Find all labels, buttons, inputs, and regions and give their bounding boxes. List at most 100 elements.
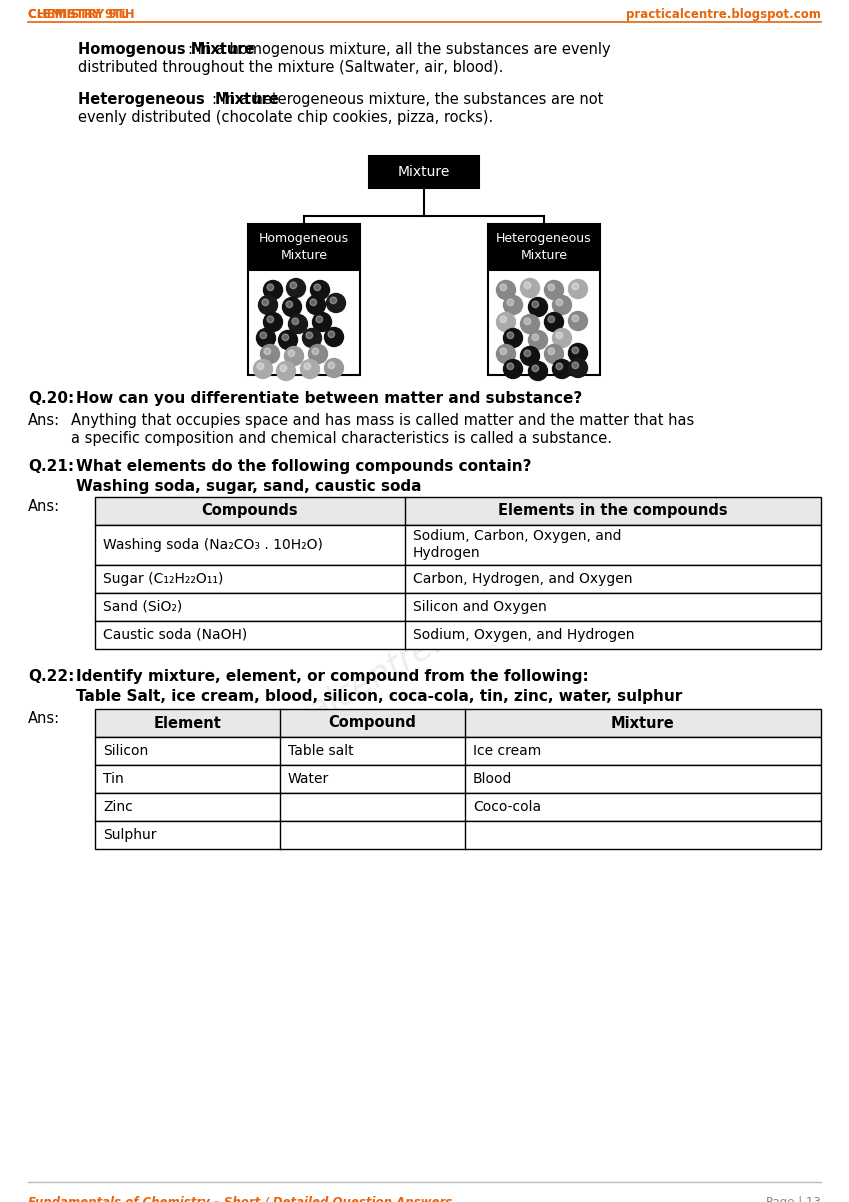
Circle shape — [544, 280, 564, 299]
Circle shape — [532, 365, 538, 371]
Circle shape — [327, 293, 346, 313]
Circle shape — [304, 363, 311, 370]
Circle shape — [507, 332, 514, 339]
Circle shape — [261, 345, 279, 363]
Circle shape — [497, 345, 515, 363]
Text: Blood: Blood — [473, 772, 513, 786]
Circle shape — [503, 359, 522, 379]
Text: Anything that occupies space and has mass is called matter and the matter that h: Anything that occupies space and has mas… — [71, 413, 694, 428]
Circle shape — [324, 327, 344, 346]
Text: Sulphur: Sulphur — [103, 828, 156, 841]
Text: practicalcentre.blogspot.com: practicalcentre.blogspot.com — [205, 513, 644, 786]
Circle shape — [310, 299, 317, 305]
Text: Element: Element — [154, 715, 222, 731]
Circle shape — [553, 359, 571, 379]
Circle shape — [264, 349, 271, 355]
Circle shape — [314, 284, 321, 291]
Text: Q.20:: Q.20: — [28, 391, 74, 406]
Circle shape — [286, 300, 293, 308]
Circle shape — [569, 344, 588, 363]
Text: Mixture: Mixture — [611, 715, 675, 731]
Circle shape — [548, 349, 554, 355]
Circle shape — [548, 316, 554, 322]
Text: Elements in the compounds: Elements in the compounds — [498, 504, 728, 518]
Text: Ans:: Ans: — [28, 712, 60, 726]
Circle shape — [497, 280, 515, 299]
Text: Compounds: Compounds — [202, 504, 298, 518]
Text: Homogenous Mixture: Homogenous Mixture — [78, 42, 255, 56]
Circle shape — [311, 280, 329, 299]
Circle shape — [569, 311, 588, 331]
Circle shape — [286, 279, 306, 298]
Circle shape — [306, 296, 325, 315]
FancyBboxPatch shape — [95, 709, 821, 737]
Circle shape — [569, 358, 588, 377]
Circle shape — [520, 315, 539, 333]
Circle shape — [556, 299, 563, 305]
Circle shape — [289, 315, 307, 333]
Circle shape — [556, 332, 563, 339]
Circle shape — [308, 345, 328, 363]
Circle shape — [263, 280, 283, 299]
Circle shape — [328, 331, 335, 338]
Circle shape — [277, 362, 295, 381]
FancyBboxPatch shape — [95, 793, 821, 821]
Text: Water: Water — [288, 772, 329, 786]
Text: a specific composition and chemical characteristics is called a substance.: a specific composition and chemical char… — [71, 432, 612, 446]
Text: evenly distributed (chocolate chip cookies, pizza, rocks).: evenly distributed (chocolate chip cooki… — [78, 111, 493, 125]
Text: CHEMISTRY 9TH: CHEMISTRY 9TH — [28, 8, 135, 20]
Circle shape — [263, 313, 283, 332]
Circle shape — [280, 365, 287, 371]
FancyBboxPatch shape — [248, 270, 360, 375]
Text: : In a homogenous mixture, all the substances are evenly: : In a homogenous mixture, all the subst… — [188, 42, 610, 56]
Circle shape — [572, 362, 579, 369]
Text: What elements do the following compounds contain?: What elements do the following compounds… — [76, 459, 531, 474]
Circle shape — [524, 350, 531, 357]
Circle shape — [548, 284, 554, 291]
Circle shape — [507, 363, 514, 370]
Text: Heterogeneous
Mixture: Heterogeneous Mixture — [496, 232, 592, 262]
Text: Mixture: Mixture — [398, 165, 450, 179]
Circle shape — [553, 328, 571, 347]
Text: Hydrogen: Hydrogen — [413, 546, 481, 560]
Circle shape — [528, 331, 548, 350]
Circle shape — [572, 347, 579, 353]
Circle shape — [267, 284, 273, 291]
Circle shape — [572, 282, 579, 290]
Text: Q.21:: Q.21: — [28, 459, 74, 474]
Text: Fundamentals of Chemistry – Short / Detailed Question Answers: Fundamentals of Chemistry – Short / Deta… — [28, 1196, 453, 1202]
Circle shape — [507, 299, 514, 305]
Circle shape — [256, 328, 275, 347]
Text: Table Salt, ice cream, blood, silicon, coca-cola, tin, zinc, water, sulphur: Table Salt, ice cream, blood, silicon, c… — [76, 689, 683, 704]
Text: Washing soda (Na₂CO₃ . 10H₂O): Washing soda (Na₂CO₃ . 10H₂O) — [103, 538, 323, 552]
Text: Identify mixture, element, or compound from the following:: Identify mixture, element, or compound f… — [76, 670, 588, 684]
Text: Homogeneous
Mixture: Homogeneous Mixture — [259, 232, 349, 262]
Circle shape — [292, 319, 299, 325]
Text: Sand (SiO₂): Sand (SiO₂) — [103, 600, 183, 614]
Circle shape — [524, 282, 531, 288]
Circle shape — [260, 332, 267, 339]
Circle shape — [316, 316, 323, 322]
Circle shape — [528, 362, 548, 381]
Circle shape — [290, 282, 296, 288]
FancyBboxPatch shape — [95, 593, 821, 621]
Text: Ans:: Ans: — [28, 413, 60, 428]
Circle shape — [302, 328, 322, 347]
Circle shape — [324, 358, 344, 377]
FancyBboxPatch shape — [95, 496, 821, 525]
Text: Sodium, Carbon, Oxygen, and: Sodium, Carbon, Oxygen, and — [413, 529, 621, 543]
Circle shape — [267, 316, 273, 322]
Text: Coco-cola: Coco-cola — [473, 801, 541, 814]
Circle shape — [532, 300, 538, 308]
Text: Table salt: Table salt — [288, 744, 354, 758]
Circle shape — [553, 296, 571, 315]
Text: Sugar (C₁₂H₂₂O₁₁): Sugar (C₁₂H₂₂O₁₁) — [103, 572, 223, 587]
Text: Silicon: Silicon — [103, 744, 149, 758]
Circle shape — [330, 297, 337, 304]
Text: distributed throughout the mixture (Saltwater, air, blood).: distributed throughout the mixture (Salt… — [78, 60, 503, 75]
Circle shape — [312, 349, 318, 355]
FancyBboxPatch shape — [95, 764, 821, 793]
Text: Heterogeneous  Mixture: Heterogeneous Mixture — [78, 93, 278, 107]
Text: How can you differentiate between matter and substance?: How can you differentiate between matter… — [76, 391, 582, 406]
FancyBboxPatch shape — [369, 156, 479, 188]
